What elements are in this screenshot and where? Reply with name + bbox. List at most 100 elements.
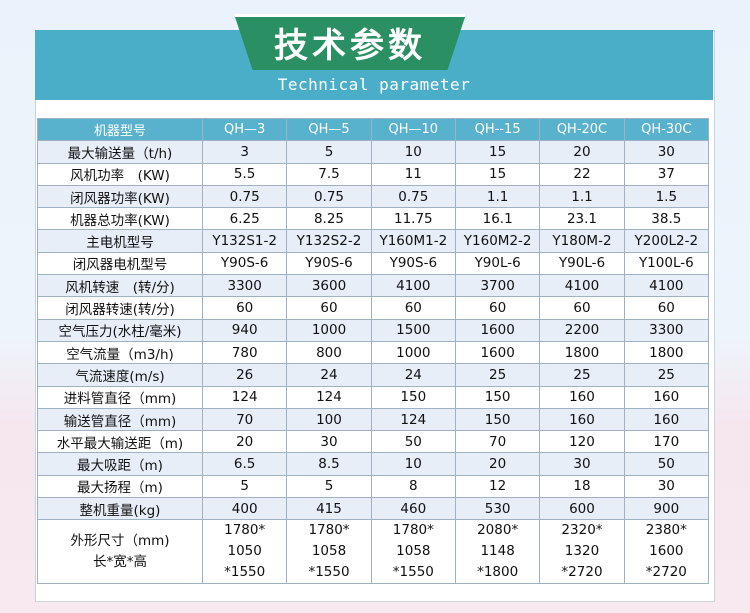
- cell-value: 124: [286, 385, 372, 409]
- cell-value: 5.5: [201, 162, 288, 186]
- row-label: 输送管直径（mm): [37, 407, 203, 432]
- cell-value: 160: [623, 407, 710, 432]
- cell-value: 160: [623, 385, 710, 409]
- cell-value: 23.1: [539, 207, 625, 231]
- cell-value: 160: [539, 407, 625, 432]
- cell-value: 4100: [539, 274, 625, 298]
- cell-value: 1600: [454, 318, 541, 342]
- cell-value: Y160M1-2: [370, 229, 456, 253]
- row-label: 闭风器功率(KW): [37, 184, 203, 209]
- row-label: 风机转速 (转/分): [37, 274, 203, 298]
- size-cell: 1780* 1058 *1550: [370, 519, 456, 585]
- row-label: 整机重量(kg): [37, 497, 203, 521]
- cell-value: 26: [201, 363, 288, 387]
- cell-value: 3700: [454, 274, 541, 298]
- cell-value: Y200L2-2: [623, 229, 710, 253]
- model-header: QH--15: [454, 117, 541, 142]
- table-row: 最大输送量（t/h) 3 5 10 15 20 30: [37, 140, 710, 164]
- cell-value: 20: [201, 430, 288, 454]
- cell-value: Y90L-6: [539, 251, 625, 276]
- size-line: 1780*: [308, 522, 350, 539]
- cell-value: 800: [286, 340, 372, 365]
- table-row: 水平最大输送距（m) 20 30 50 70 120 170: [37, 430, 710, 454]
- table-row: 进料管直径（mm) 124 124 150 150 160 160: [37, 385, 710, 409]
- cell-value: 10: [370, 140, 456, 164]
- row-label-size: 外形尺寸（mm) 长*宽*高: [37, 519, 203, 585]
- size-cell: 2320* 1320 *2720: [539, 519, 625, 585]
- size-cell: 2380* 1600 *2720: [623, 519, 710, 585]
- model-header: QH-20C: [539, 117, 625, 142]
- cell-value: 8.25: [286, 207, 372, 231]
- size-line: 1320: [564, 543, 600, 560]
- cell-value: 3300: [201, 274, 288, 298]
- cell-value: 6.5: [201, 452, 288, 476]
- size-label-line: 长*宽*高: [93, 553, 147, 570]
- model-header: QH—5: [286, 117, 372, 142]
- cell-value: 22: [539, 162, 625, 186]
- cell-value: 20: [454, 452, 541, 476]
- cell-value: Y132S1-2: [201, 229, 288, 253]
- spec-table: 机器型号 QH—3 QH—5 QH—10 QH--15 QH-20C QH-30…: [37, 117, 710, 585]
- page-title: 技术参数: [274, 25, 426, 66]
- model-header: QH—3: [201, 117, 288, 142]
- row-label: 空气流量（m3/h): [37, 340, 203, 365]
- cell-value: 150: [454, 385, 541, 409]
- cell-value: 30: [286, 430, 372, 454]
- cell-value: 50: [370, 430, 456, 454]
- table-row-size: 外形尺寸（mm) 长*宽*高 1780* 1050 *1550 1780* 1058 *155…: [37, 519, 710, 585]
- cell-value: 10: [370, 452, 456, 476]
- row-label: 机器总功率(KW): [37, 207, 203, 231]
- cell-value: 8.5: [286, 452, 372, 476]
- cell-value: 3300: [623, 318, 710, 342]
- cell-value: 1800: [539, 340, 625, 365]
- cell-value: 3: [201, 140, 288, 164]
- table-row: 空气流量（m3/h) 780 800 1000 1600 1800 1800: [37, 340, 710, 365]
- cell-value: 530: [454, 497, 541, 521]
- cell-value: 25: [623, 363, 710, 387]
- table-row: 风机转速 (转/分) 3300 3600 4100 3700 4100 4100: [37, 274, 710, 298]
- table-row: 整机重量(kg) 400 415 460 530 600 900: [37, 497, 710, 521]
- cell-value: 60: [370, 296, 456, 320]
- cell-value: 18: [539, 474, 625, 499]
- cell-value: 60: [539, 296, 625, 320]
- table-row: 闭风器转速(转/分) 60 60 60 60 60 60: [37, 296, 710, 320]
- table-row: 最大扬程（m) 5 5 8 12 18 30: [37, 474, 710, 499]
- title-tab: [234, 14, 466, 70]
- cell-value: 900: [623, 497, 710, 521]
- cell-value: 12: [454, 474, 541, 499]
- row-label: 闭风器电机型号: [37, 251, 203, 276]
- cell-value: 15: [454, 140, 541, 164]
- cell-value: 60: [201, 296, 288, 320]
- cell-value: 7.5: [286, 162, 372, 186]
- cell-value: 780: [201, 340, 288, 365]
- row-label: 主电机型号: [37, 229, 203, 253]
- cell-value: 50: [623, 452, 710, 476]
- size-line: *1550: [392, 564, 434, 581]
- cell-value: 30: [623, 140, 710, 164]
- size-cell: 2080* 1148 *1800: [454, 519, 541, 585]
- size-cell: 1780* 1050 *1550: [201, 519, 288, 585]
- cell-value: 1500: [370, 318, 456, 342]
- cell-value: 124: [370, 407, 456, 432]
- cell-value: 11.75: [370, 207, 456, 231]
- cell-value: 60: [286, 296, 372, 320]
- table-row: 气流速度(m/s) 26 24 24 25 25 25: [37, 363, 710, 387]
- model-header: QH—10: [370, 117, 456, 142]
- table-row: 闭风器功率(KW) 0.75 0.75 0.75 1.1 1.1 1.5: [37, 184, 710, 209]
- cell-value: 5: [286, 474, 372, 499]
- cell-value: 460: [370, 497, 456, 521]
- table-row: 输送管直径（mm) 70 100 124 150 160 160: [37, 407, 710, 432]
- cell-value: 24: [370, 363, 456, 387]
- size-line: 1780*: [392, 522, 434, 539]
- cell-value: 37: [623, 162, 710, 186]
- cell-value: 150: [370, 385, 456, 409]
- cell-value: 600: [539, 497, 625, 521]
- cell-value: 160: [539, 385, 625, 409]
- size-line: *1800: [477, 564, 519, 581]
- cell-value: 1000: [370, 340, 456, 365]
- size-line: *2720: [645, 564, 687, 581]
- row-label: 最大吸距（m): [37, 452, 203, 476]
- cell-value: 20: [539, 140, 625, 164]
- size-line: 1148: [480, 543, 515, 560]
- header-label: 机器型号: [37, 117, 203, 142]
